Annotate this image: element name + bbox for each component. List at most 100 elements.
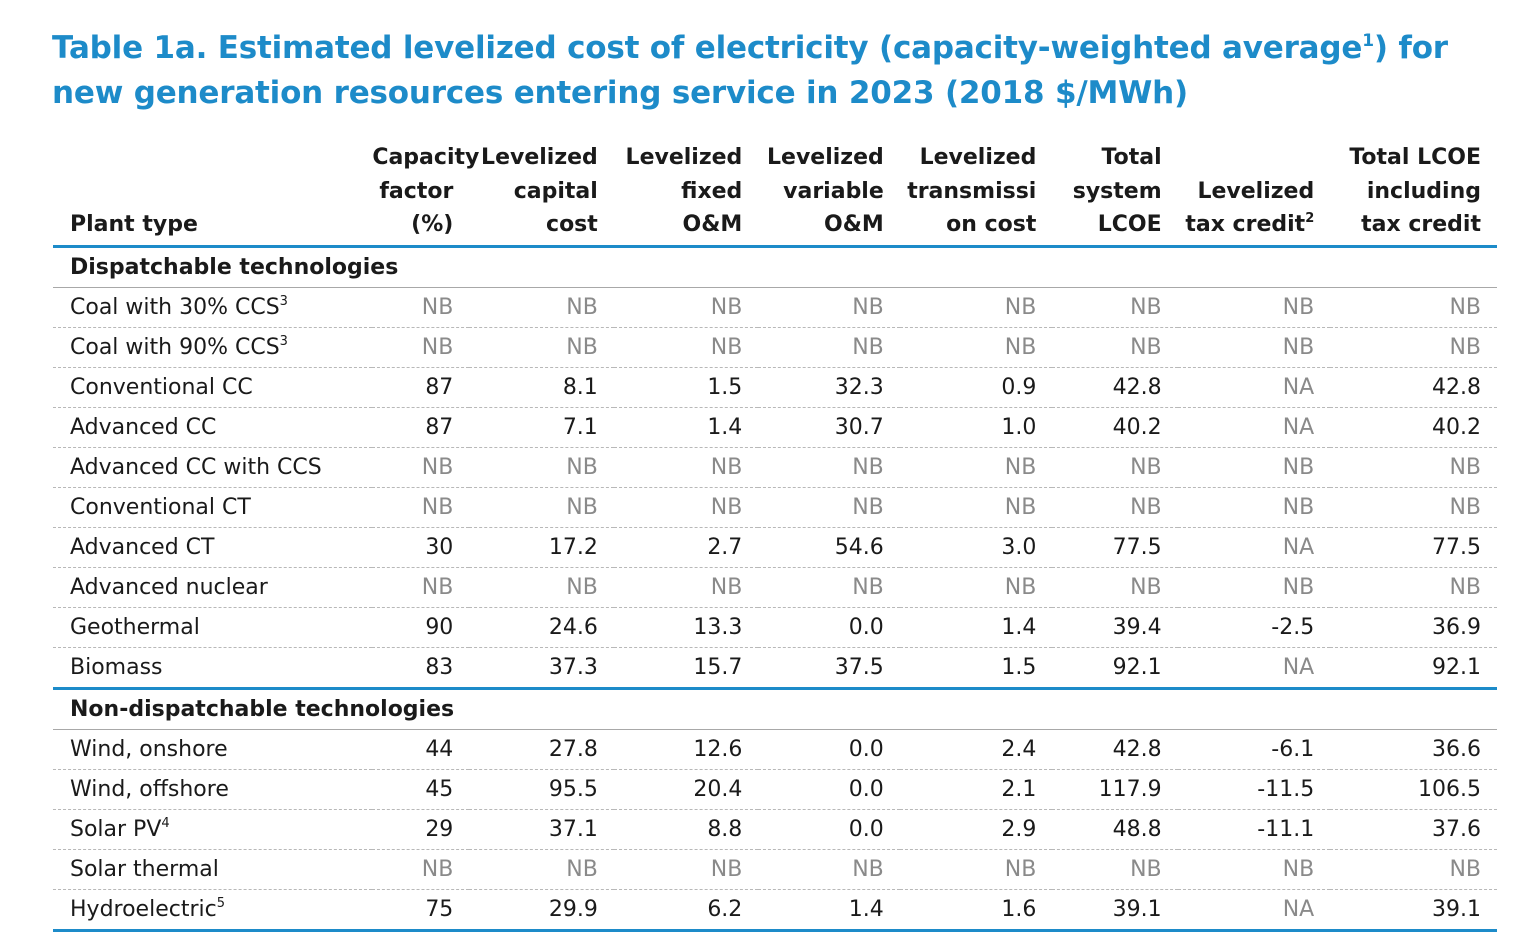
value-cell: NB xyxy=(1052,447,1178,488)
plant-type-cell: Coal with 30% CCS3 xyxy=(53,287,373,328)
plant-type-cell: Coal with 90% CCS3 xyxy=(53,327,373,368)
plant-type-label: Conventional CC xyxy=(70,374,253,400)
table-row: Advanced CT 30 17.2 2.7 54.6 3.0 77.5 NA 77.5 xyxy=(53,527,1497,568)
value-cell: 30.7 xyxy=(758,407,900,448)
value-cell: 29.9 xyxy=(469,889,614,932)
value-cell: NB xyxy=(613,287,759,328)
value-cell: NB xyxy=(372,447,470,488)
column-header-total-lcoe-including-tax-credit: Total LCOE including tax credit xyxy=(1330,136,1497,248)
value-cell: 87 xyxy=(372,367,470,408)
column-header-levelized-capital-cost: Levelized capital cost xyxy=(469,136,614,248)
value-cell: NB xyxy=(469,447,614,488)
plant-type-label: Solar PV xyxy=(70,816,162,842)
value-cell: NB xyxy=(1330,287,1497,328)
plant-type-label: Geothermal xyxy=(70,614,200,640)
value-cell: 1.5 xyxy=(899,647,1053,690)
value-cell: NB xyxy=(758,447,900,488)
value-cell: 0.0 xyxy=(758,607,900,648)
plant-type-label: Advanced CT xyxy=(70,534,215,560)
table-row: Wind, offshore 45 95.5 20.4 0.0 2.1 117.9 -11.5… xyxy=(53,769,1497,810)
value-cell: NA xyxy=(1177,647,1331,690)
value-cell: NB xyxy=(1330,447,1497,488)
value-cell: NA xyxy=(1177,407,1331,448)
section-label: Non-dispatchable technologies xyxy=(53,688,1497,730)
value-cell: 48.8 xyxy=(1052,809,1178,850)
plant-type-cell: Advanced CC xyxy=(53,407,373,448)
footnote-marker: 3 xyxy=(279,293,288,309)
value-cell: 77.5 xyxy=(1052,527,1178,568)
value-cell: NB xyxy=(613,447,759,488)
value-cell: NA xyxy=(1177,367,1331,408)
plant-type-label: Advanced CC with CCS xyxy=(70,454,322,480)
value-cell: 87 xyxy=(372,407,470,448)
value-cell: NB xyxy=(899,567,1053,608)
value-cell: 8.1 xyxy=(469,367,614,408)
value-cell: NB xyxy=(1330,327,1497,368)
table-row: Coal with 30% CCS3 NB NB NB NB NB NB NB NB xyxy=(53,287,1497,328)
title-text: Table 1a. Estimated levelized cost of el… xyxy=(52,30,1363,66)
value-cell: 17.2 xyxy=(469,527,614,568)
value-cell: NB xyxy=(899,327,1053,368)
value-cell: 92.1 xyxy=(1330,647,1497,690)
value-cell: NB xyxy=(1052,287,1178,328)
value-cell: 0.0 xyxy=(758,729,900,770)
table-row: Hydroelectric5 75 29.9 6.2 1.4 1.6 39.1 NA 39.1 xyxy=(53,889,1497,932)
table-title: Table 1a. Estimated levelized cost of el… xyxy=(52,26,1492,116)
value-cell: NB xyxy=(899,849,1053,890)
plant-type-cell: Wind, offshore xyxy=(53,769,373,810)
plant-type-label: Biomass xyxy=(70,654,163,680)
value-cell: 75 xyxy=(372,889,470,932)
value-cell: NB xyxy=(469,287,614,328)
value-cell: NB xyxy=(1330,849,1497,890)
plant-type-label: Wind, onshore xyxy=(70,736,228,762)
value-cell: 37.6 xyxy=(1330,809,1497,850)
value-cell: NB xyxy=(372,849,470,890)
value-cell: 45 xyxy=(372,769,470,810)
value-cell: 2.9 xyxy=(899,809,1053,850)
value-cell: NB xyxy=(372,567,470,608)
value-cell: NB xyxy=(1177,487,1331,528)
value-cell: 7.1 xyxy=(469,407,614,448)
table-row: Geothermal 90 24.6 13.3 0.0 1.4 39.4 -2.5 36.9 xyxy=(53,607,1497,648)
footnote-marker: 3 xyxy=(279,333,288,349)
value-cell: NB xyxy=(758,567,900,608)
value-cell: 0.9 xyxy=(899,367,1053,408)
value-cell: 42.8 xyxy=(1052,367,1178,408)
value-cell: 117.9 xyxy=(1052,769,1178,810)
value-cell: NB xyxy=(1330,487,1497,528)
value-cell: NB xyxy=(469,849,614,890)
table-row: Coal with 90% CCS3 NB NB NB NB NB NB NB NB xyxy=(53,327,1497,368)
table-row: Solar PV4 29 37.1 8.8 0.0 2.9 48.8 -11.1 37.6 xyxy=(53,809,1497,850)
value-cell: 39.1 xyxy=(1330,889,1497,932)
value-cell: 6.2 xyxy=(613,889,759,932)
value-cell: 36.6 xyxy=(1330,729,1497,770)
value-cell: 27.8 xyxy=(469,729,614,770)
value-cell: 13.3 xyxy=(613,607,759,648)
table-row: Advanced nuclear NB NB NB NB NB NB NB NB xyxy=(53,567,1497,608)
value-cell: NB xyxy=(758,287,900,328)
plant-type-cell: Solar PV4 xyxy=(53,809,373,850)
value-cell: 44 xyxy=(372,729,470,770)
plant-type-label: Advanced CC xyxy=(70,414,217,440)
table-row: Biomass 83 37.3 15.7 37.5 1.5 92.1 NA 92.1 xyxy=(53,647,1497,690)
value-cell: NB xyxy=(469,567,614,608)
value-cell: 77.5 xyxy=(1330,527,1497,568)
plant-type-cell: Solar thermal xyxy=(53,849,373,890)
column-header-levelized-variable-om: Levelized variable O&M xyxy=(758,136,900,248)
value-cell: NB xyxy=(758,327,900,368)
header-row: Plant type Capacity factor (%) Levelized… xyxy=(53,136,1497,248)
value-cell: 0.0 xyxy=(758,809,900,850)
value-cell: 2.1 xyxy=(899,769,1053,810)
value-cell: NB xyxy=(899,487,1053,528)
value-cell: 2.4 xyxy=(899,729,1053,770)
value-cell: NB xyxy=(1177,447,1331,488)
column-header-levelized-tax-credit: Levelized tax credit2 xyxy=(1177,136,1331,248)
value-cell: 20.4 xyxy=(613,769,759,810)
value-cell: NA xyxy=(1177,527,1331,568)
value-cell: 54.6 xyxy=(758,527,900,568)
plant-type-cell: Advanced CC with CCS xyxy=(53,447,373,488)
plant-type-label: Hydroelectric xyxy=(70,896,217,922)
value-cell: 39.4 xyxy=(1052,607,1178,648)
plant-type-cell: Advanced CT xyxy=(53,527,373,568)
value-cell: NB xyxy=(1052,849,1178,890)
